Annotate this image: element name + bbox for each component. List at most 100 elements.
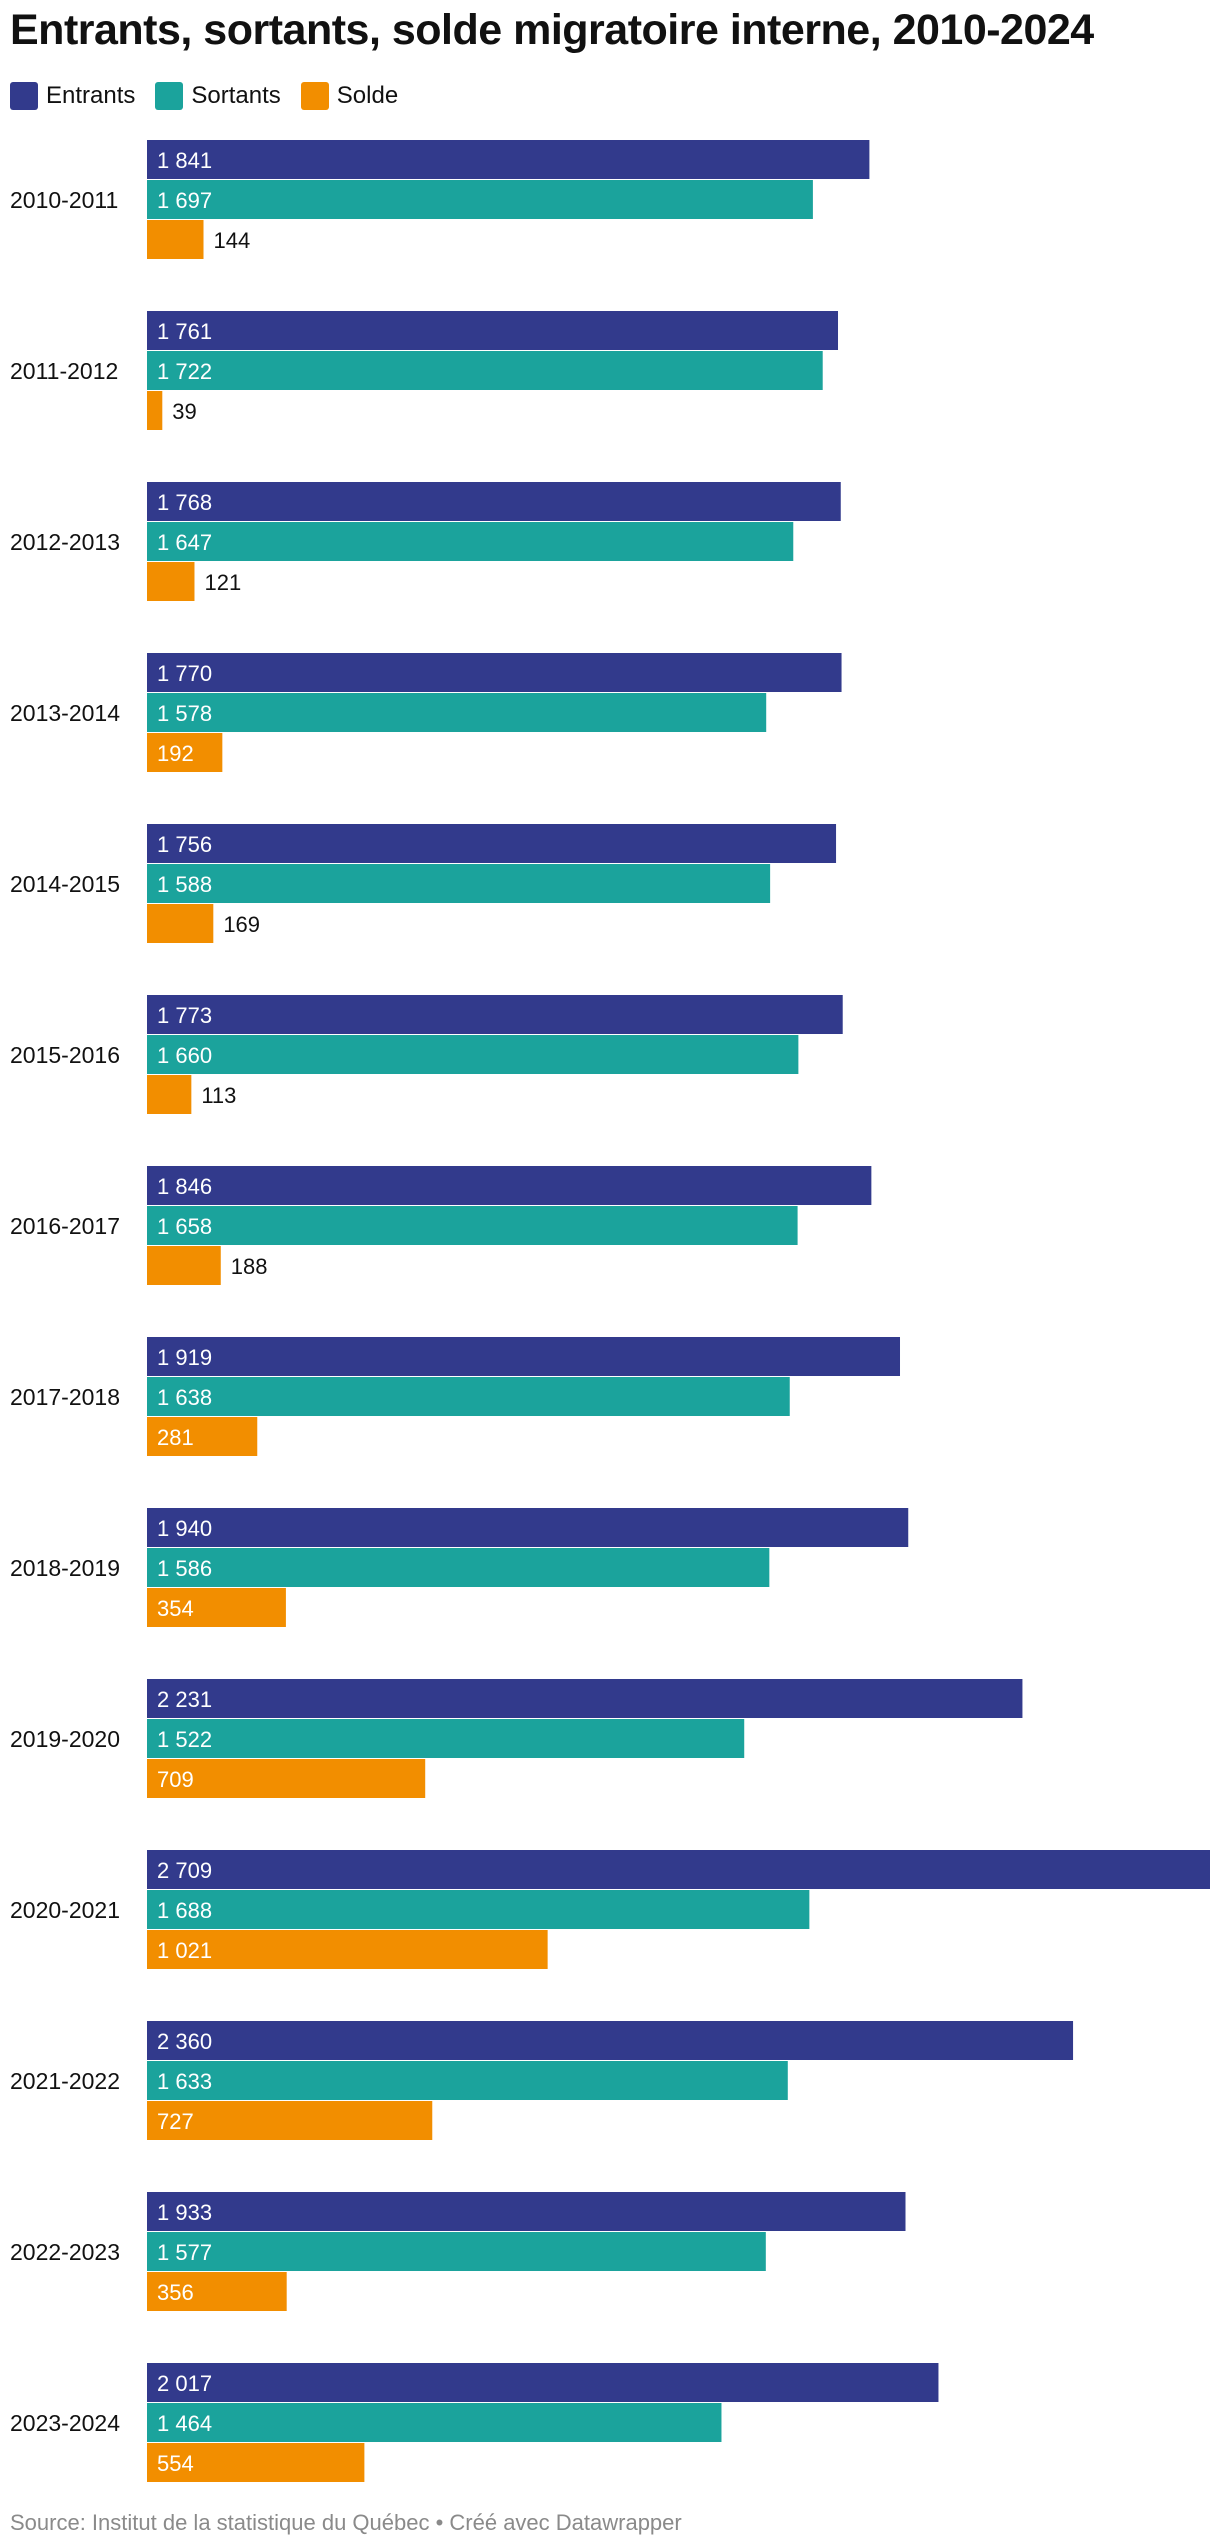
bar-entrants — [147, 140, 870, 179]
bar-sortants — [147, 2232, 766, 2271]
legend-swatch-entrants — [10, 82, 38, 110]
bar-sortants — [147, 180, 813, 219]
bar-entrants — [147, 824, 837, 863]
category-label: 2020-2021 — [10, 1897, 120, 1923]
bar-solde — [147, 562, 195, 601]
data-label-sortants: 1 722 — [157, 359, 212, 384]
data-label-entrants: 2 017 — [157, 2371, 212, 2396]
bar-entrants — [147, 2192, 906, 2231]
bar-solde — [147, 2443, 365, 2482]
data-label-entrants: 2 231 — [157, 1687, 212, 1712]
data-label-sortants: 1 647 — [157, 530, 212, 555]
category-label: 2011-2012 — [10, 358, 118, 384]
data-label-sortants: 1 586 — [157, 1556, 212, 1581]
bar-solde — [147, 733, 223, 772]
bar-solde — [147, 904, 214, 943]
data-label-entrants: 1 761 — [157, 319, 212, 344]
bar-entrants — [147, 1166, 872, 1205]
data-label-solde: 281 — [157, 1425, 194, 1450]
data-label-sortants: 1 522 — [157, 1727, 212, 1752]
data-label-entrants: 1 773 — [157, 1003, 212, 1028]
bar-sortants — [147, 1035, 799, 1074]
legend-item-sortants: Sortants — [155, 82, 281, 110]
category-label: 2022-2023 — [10, 2239, 120, 2265]
data-label-entrants: 2 360 — [157, 2029, 212, 2054]
data-label-entrants: 1 846 — [157, 1174, 212, 1199]
legend-swatch-solde — [300, 82, 329, 110]
data-label-entrants: 1 841 — [157, 148, 212, 173]
bar-entrants — [147, 995, 843, 1034]
legend-label-solde: Solde — [336, 82, 399, 109]
category-label: 2017-2018 — [10, 1384, 120, 1410]
bar-solde — [147, 2272, 287, 2311]
bar-solde — [147, 1075, 192, 1114]
bar-entrants — [147, 2363, 939, 2402]
bar-sortants — [147, 1548, 770, 1587]
category-label: 2015-2016 — [10, 1042, 120, 1068]
bar-solde — [147, 1930, 548, 1969]
bar-entrants — [147, 653, 842, 692]
bar-sortants — [147, 1890, 810, 1929]
data-label-solde: 188 — [231, 1254, 268, 1279]
bar-solde — [147, 1417, 258, 1456]
bar-entrants — [147, 1508, 909, 1547]
category-label: 2010-2011 — [10, 187, 118, 213]
data-label-sortants: 1 660 — [157, 1043, 212, 1068]
data-label-entrants: 1 933 — [157, 2200, 212, 2225]
data-label-solde: 554 — [157, 2451, 194, 2476]
data-label-solde: 356 — [157, 2280, 194, 2305]
data-label-entrants: 1 919 — [157, 1345, 212, 1370]
bar-sortants — [147, 1206, 798, 1245]
data-label-entrants: 1 940 — [157, 1516, 212, 1541]
bar-sortants — [147, 864, 771, 903]
bar-sortants — [147, 1377, 790, 1416]
data-label-entrants: 1 770 — [157, 661, 212, 686]
bar-solde — [147, 391, 163, 430]
bar-sortants — [147, 522, 794, 561]
bar-sortants — [147, 1719, 745, 1758]
data-label-entrants: 2 709 — [157, 1858, 212, 1883]
bar-sortants — [147, 693, 767, 732]
data-label-entrants: 1 756 — [157, 832, 212, 857]
legend-label-sortants: Sortants — [191, 82, 281, 109]
data-label-solde: 121 — [204, 570, 241, 595]
chart-title: Entrants, sortants, solde migratoire int… — [10, 6, 1094, 54]
data-label-entrants: 1 768 — [157, 490, 212, 515]
data-label-solde: 709 — [157, 1767, 194, 1792]
data-label-sortants: 1 577 — [157, 2240, 212, 2265]
data-label-sortants: 1 697 — [157, 188, 212, 213]
bar-solde — [147, 1246, 221, 1285]
bar-sortants — [147, 351, 823, 390]
legend-item-solde: Solde — [300, 82, 399, 110]
bar-entrants — [147, 1337, 901, 1376]
data-label-sortants: 1 633 — [157, 2069, 212, 2094]
bar-entrants — [147, 311, 839, 350]
bar-solde — [147, 220, 204, 259]
data-label-sortants: 1 658 — [157, 1214, 212, 1239]
data-label-solde: 354 — [157, 1596, 194, 1621]
category-label: 2019-2020 — [10, 1726, 120, 1752]
legend: Entrants Sortants Solde — [10, 82, 418, 110]
category-label: 2014-2015 — [10, 871, 120, 897]
bar-sortants — [147, 2061, 788, 2100]
category-label: 2016-2017 — [10, 1213, 120, 1239]
data-label-solde: 169 — [223, 912, 260, 937]
bar-solde — [147, 2101, 433, 2140]
data-label-sortants: 1 578 — [157, 701, 212, 726]
category-label: 2013-2014 — [10, 700, 120, 726]
data-label-sortants: 1 588 — [157, 872, 212, 897]
category-label: 2018-2019 — [10, 1555, 120, 1581]
legend-label-entrants: Entrants — [46, 82, 136, 109]
data-label-solde: 727 — [157, 2109, 194, 2134]
data-label-solde: 39 — [172, 399, 196, 424]
bar-sortants — [147, 2403, 722, 2442]
legend-item-entrants: Entrants — [10, 82, 135, 110]
data-label-solde: 1 021 — [157, 1938, 212, 1963]
data-label-sortants: 1 464 — [157, 2411, 212, 2436]
bar-entrants — [147, 1850, 1210, 1889]
data-label-solde: 192 — [157, 741, 194, 766]
data-label-sortants: 1 638 — [157, 1385, 212, 1410]
bar-entrants — [147, 1679, 1023, 1718]
data-label-solde: 113 — [201, 1083, 236, 1108]
